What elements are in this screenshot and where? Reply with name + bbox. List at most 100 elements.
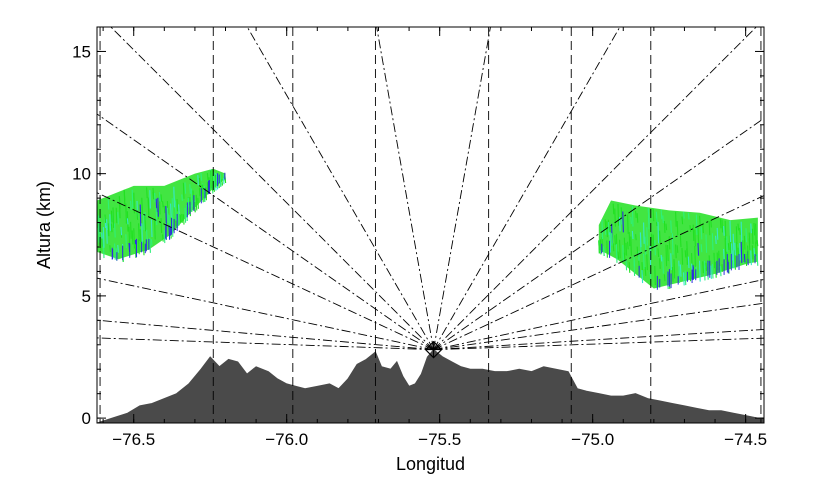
echo-stroke <box>639 232 642 248</box>
y-tick-label: 5 <box>82 287 91 306</box>
echo-stroke <box>694 246 696 267</box>
echo-stroke <box>176 199 179 212</box>
echo-stroke <box>657 221 660 244</box>
beam-line <box>433 27 491 350</box>
echo-stroke <box>149 237 151 253</box>
echo-stroke <box>699 260 701 282</box>
beam-line <box>97 192 434 351</box>
echo-stroke <box>146 229 148 242</box>
echo-stroke <box>162 234 164 242</box>
echo-stroke <box>679 235 682 248</box>
echo-region-1 <box>97 168 227 262</box>
echo-stroke <box>711 233 714 251</box>
echo-stroke <box>628 232 631 247</box>
echo-stroke <box>599 239 602 255</box>
echo-stroke <box>633 256 636 267</box>
echo-stroke <box>138 223 140 242</box>
echo-stroke <box>623 252 626 262</box>
echo-stroke <box>660 209 663 220</box>
echo-stroke <box>739 227 741 235</box>
echo-stroke <box>671 266 674 282</box>
echo-stroke <box>663 274 666 282</box>
echo-stroke <box>673 261 676 274</box>
echo-stroke <box>102 227 105 248</box>
echo-stroke <box>612 243 615 252</box>
echo-stroke <box>178 213 180 226</box>
echo-stroke <box>144 216 147 232</box>
echo-stroke <box>719 265 722 277</box>
echo-stroke <box>117 212 119 225</box>
beam-line-layer <box>97 27 764 351</box>
echo-stroke <box>168 225 171 240</box>
echo-stroke <box>668 236 671 250</box>
echo-stroke <box>206 182 209 195</box>
echo-stroke <box>751 245 754 260</box>
echo-stroke <box>171 216 174 237</box>
echo-stroke <box>219 173 222 187</box>
y-tick-label: 15 <box>72 42 91 61</box>
echo-stroke <box>687 256 690 269</box>
y-tick-label: 0 <box>82 409 91 428</box>
x-tick-label: −76.0 <box>265 430 308 449</box>
echo-stroke <box>165 205 167 226</box>
echo-stroke <box>694 229 696 247</box>
echo-stroke <box>710 265 712 279</box>
echo-stroke <box>644 267 647 277</box>
echo-stroke <box>112 207 115 228</box>
echo-stroke <box>142 215 145 231</box>
echo-stroke <box>652 208 655 222</box>
echo-stroke <box>670 220 672 233</box>
echo-stroke <box>689 225 692 232</box>
echo-stroke <box>622 245 624 262</box>
echo-stroke <box>125 203 127 224</box>
echo-stroke <box>123 189 126 206</box>
terrain-layer <box>97 348 764 423</box>
echo-stroke <box>659 258 661 269</box>
echo-stroke <box>684 250 687 258</box>
echo-stroke <box>695 266 698 277</box>
echo-stroke <box>150 239 153 246</box>
echo-stroke <box>184 182 187 194</box>
echo-stroke <box>665 223 668 231</box>
echo-stroke <box>695 214 698 235</box>
echo-stroke <box>686 248 688 265</box>
echo-stroke <box>750 223 752 234</box>
beam-line <box>433 27 757 350</box>
echo-stroke <box>173 186 175 208</box>
echo-stroke <box>742 240 744 263</box>
echo-stroke <box>662 256 664 274</box>
echo-stroke <box>732 233 735 251</box>
echo-stroke <box>628 262 631 273</box>
echo-stroke <box>206 172 209 181</box>
echo-stroke <box>643 222 645 244</box>
echo-stroke <box>700 244 703 253</box>
echo-stroke <box>697 227 700 244</box>
echo-stroke <box>118 196 121 219</box>
echo-stroke <box>641 270 644 284</box>
echo-stroke <box>662 215 664 224</box>
echo-stroke <box>699 215 701 227</box>
echo-stroke <box>110 210 113 223</box>
echo-stroke <box>753 222 756 236</box>
beam-line <box>97 319 434 351</box>
echo-stroke <box>101 238 103 247</box>
beam-line <box>97 337 434 351</box>
echo-stroke <box>109 214 111 231</box>
x-tick-label: −76.5 <box>112 430 155 449</box>
beam-line <box>246 27 434 350</box>
echo-stroke <box>163 230 166 244</box>
echo-stroke <box>691 263 693 271</box>
echo-stroke <box>649 271 652 279</box>
echo-stroke <box>740 241 743 263</box>
echo-stroke <box>713 252 716 269</box>
beam-line <box>433 337 764 351</box>
echo-stroke <box>700 227 703 240</box>
echo-stroke <box>684 270 687 286</box>
echo-stroke <box>182 182 185 199</box>
echo-stroke <box>745 253 748 266</box>
echo-stroke <box>107 199 110 210</box>
echo-stroke <box>635 210 637 218</box>
echo-stroke <box>678 266 680 283</box>
echo-stroke <box>636 213 639 223</box>
echo-stroke <box>607 222 610 235</box>
